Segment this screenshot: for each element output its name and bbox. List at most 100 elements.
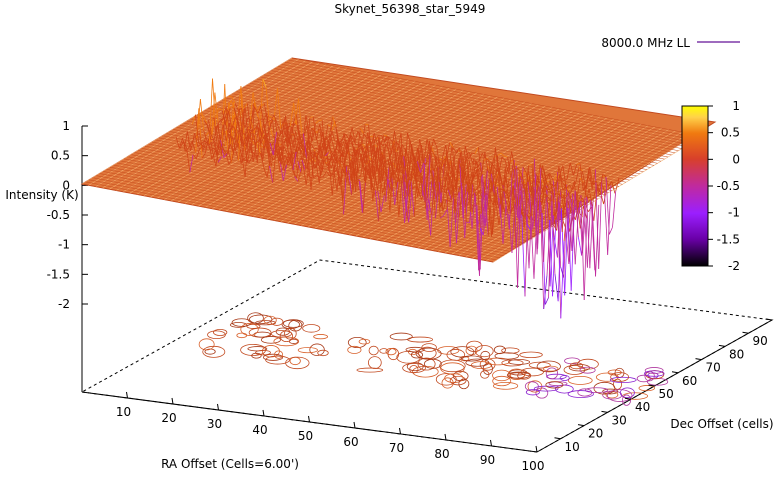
spike-segment: [222, 144, 226, 147]
spike-segment: [209, 148, 214, 151]
spike-segment: [595, 180, 600, 192]
spike-segment: [499, 177, 504, 192]
spike-segment: [298, 142, 303, 161]
spike-segment: [502, 200, 507, 244]
spike-segment: [175, 136, 180, 149]
contour-loop: [579, 366, 596, 374]
spike-segment: [242, 159, 247, 162]
spike-segment: [273, 88, 278, 118]
x-tick-label: 70: [389, 441, 404, 455]
spike-segment: [277, 88, 282, 129]
spike-segment: [460, 152, 465, 173]
spike-segment: [368, 124, 373, 156]
spike-segment: [426, 207, 432, 236]
contour-loop: [356, 367, 384, 373]
spike-segment: [400, 154, 405, 200]
spike-segment: [359, 181, 364, 213]
spike-segment: [276, 124, 281, 134]
spike-segment: [230, 105, 234, 109]
spike-segment: [407, 156, 412, 189]
spike-segment: [384, 162, 389, 165]
spike-segment: [577, 200, 582, 215]
spike-segment: [292, 151, 297, 170]
spike-segment: [408, 189, 413, 223]
spike-segment: [557, 193, 562, 197]
contour-loop: [236, 332, 248, 339]
spike-segment: [357, 153, 362, 155]
spike-segment: [210, 119, 215, 142]
spike-segment: [280, 144, 285, 172]
spike-segment: [212, 138, 217, 156]
spike-segment: [521, 213, 526, 297]
spike-segment: [374, 145, 378, 147]
spike-segment: [569, 185, 573, 190]
spike-segment: [266, 113, 271, 143]
spike-segment: [340, 160, 345, 165]
spike-segment: [219, 118, 224, 122]
base-plane-outline: [80, 259, 774, 453]
spike-segment: [419, 139, 424, 163]
colorbar-tick-label: -1: [728, 206, 740, 220]
spike-segment: [309, 116, 314, 118]
spike-segment: [361, 187, 366, 192]
spike-segment: [591, 206, 596, 277]
spike-segment: [200, 113, 204, 117]
z-tick-label: -2: [58, 297, 70, 311]
spike-segment: [571, 190, 576, 252]
x-tick-label: 60: [343, 435, 358, 449]
spike-segment: [494, 147, 500, 176]
spike-segment: [227, 132, 232, 138]
spike-segment: [270, 156, 274, 160]
spike-segment: [443, 199, 447, 201]
spike-segment: [310, 143, 315, 150]
spike-segment: [211, 140, 216, 145]
spike-segment: [243, 155, 248, 161]
spike-segment: [539, 182, 544, 194]
spike-segment: [500, 174, 505, 206]
spike-segment: [186, 131, 192, 151]
spike-segment: [203, 120, 208, 127]
spike-segment: [564, 208, 569, 296]
spike-segment: [307, 152, 312, 156]
spike-segment: [226, 107, 231, 118]
z-tick-label: 0: [62, 178, 70, 192]
contour-loop: [542, 365, 559, 372]
spike-segment: [282, 137, 287, 152]
spike-segment: [395, 171, 400, 187]
spike-segment: [356, 178, 361, 182]
spike-segment: [222, 106, 227, 119]
mesh-line: [120, 160, 532, 240]
spike-segment: [456, 191, 461, 244]
spike-segment: [291, 131, 296, 157]
spike-segment: [516, 165, 521, 227]
spike-segment: [308, 147, 313, 159]
spike-segment: [233, 132, 238, 154]
spike-segment: [586, 166, 591, 186]
spike-segment: [333, 169, 338, 192]
spike-segment: [540, 205, 545, 310]
spike-segment: [492, 200, 497, 235]
spike-segment: [425, 140, 430, 165]
spike-segment: [469, 183, 474, 224]
spike-segment: [263, 122, 268, 138]
spike-segment: [540, 167, 545, 171]
contour-loop: [358, 338, 371, 345]
spike-segment: [485, 178, 490, 227]
contour-loop: [229, 322, 248, 328]
spike-segment: [555, 166, 560, 196]
spike-segment: [486, 194, 491, 197]
mesh-line: [263, 74, 676, 154]
spike-segment: [377, 144, 381, 146]
contour-loop: [569, 362, 584, 370]
spike-segment: [459, 147, 464, 179]
mesh-line: [88, 179, 501, 259]
spike-segment: [312, 116, 317, 140]
spike-segment: [563, 193, 568, 278]
contour-loop: [563, 365, 586, 375]
spike-segment: [410, 180, 415, 217]
spike-segment: [553, 212, 557, 216]
spike-segment: [267, 119, 272, 123]
y-tick-label: 10: [565, 440, 580, 454]
spike-segment: [288, 128, 293, 144]
